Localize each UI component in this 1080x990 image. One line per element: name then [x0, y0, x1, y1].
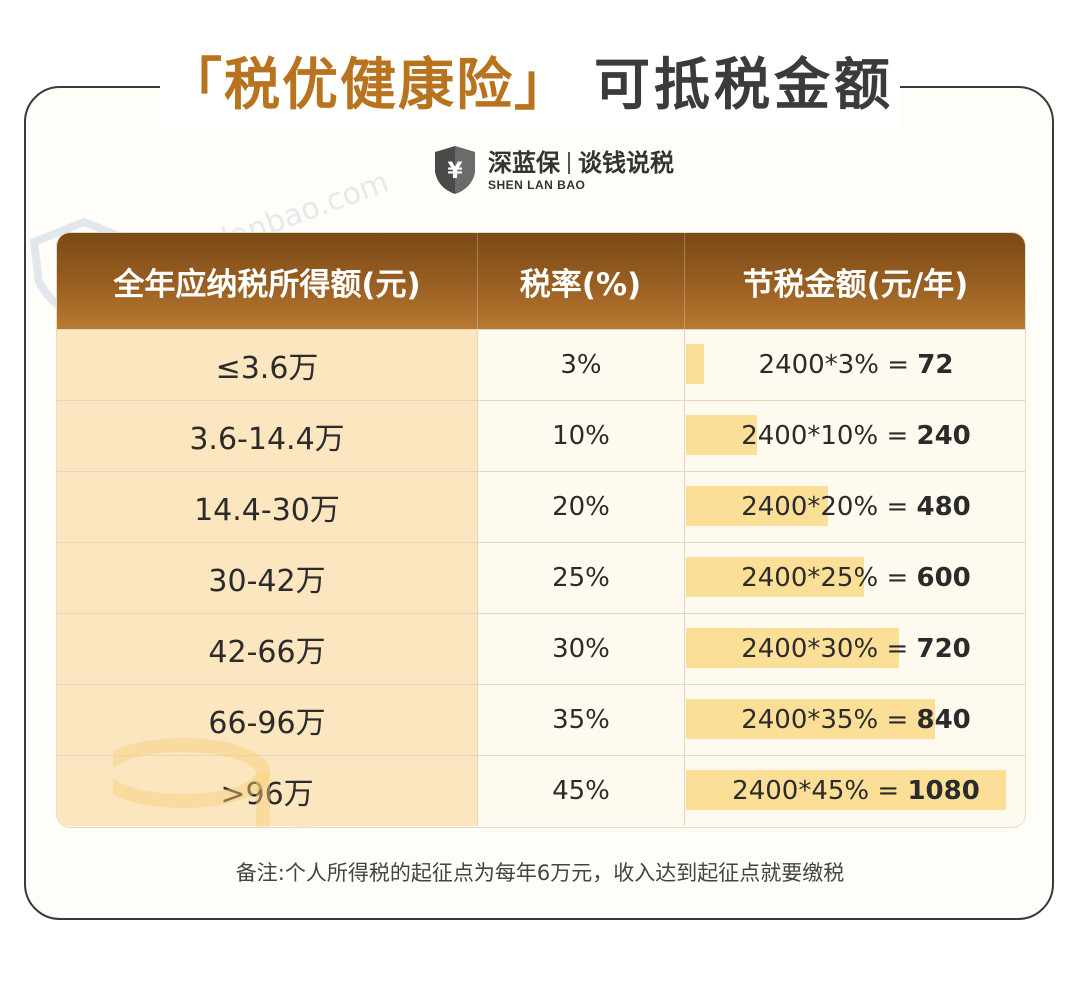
- saving-bar: [686, 344, 704, 384]
- saving-amount: 720: [916, 634, 971, 664]
- saving-calculation: 2400*25% =: [741, 563, 917, 593]
- saving-formula: 2400*10% = 240: [741, 421, 971, 451]
- saving-formula: 2400*3% = 72: [759, 350, 954, 380]
- saving-formula: 2400*30% = 720: [741, 634, 971, 664]
- saving-formula: 2400*25% = 600: [741, 563, 971, 593]
- brand-english: SHEN LAN BAO: [488, 178, 586, 192]
- tax-saving-cell: 2400*35% = 840: [684, 685, 1025, 755]
- tax-rate-cell: 30%: [477, 614, 684, 684]
- header-rate: 税率(%): [519, 266, 642, 303]
- saving-bar: [686, 415, 757, 455]
- income-bracket-cell: 3.6-14.4万: [57, 401, 477, 471]
- saving-amount: 480: [916, 492, 971, 522]
- table-row: 66-96万 35% 2400*35% = 840: [57, 684, 1025, 755]
- saving-bar: [686, 486, 828, 526]
- income-bracket-cell: >96万: [57, 756, 477, 826]
- saving-bar: [686, 699, 935, 739]
- table-row: 14.4-30万 20% 2400*20% = 480: [57, 471, 1025, 542]
- tax-rate-cell: 3%: [477, 330, 684, 400]
- brand-name: 深蓝保: [488, 149, 560, 177]
- income-bracket-cell: 42-66万: [57, 614, 477, 684]
- brand-slogan: 谈钱说税: [578, 149, 674, 177]
- saving-calculation: 2400*30% =: [741, 634, 917, 664]
- tax-saving-cell: 2400*10% = 240: [684, 401, 1025, 471]
- yen-shield-icon: ¥: [435, 146, 475, 194]
- income-bracket-cell: 14.4-30万: [57, 472, 477, 542]
- income-bracket-cell: 30-42万: [57, 543, 477, 613]
- tax-rate-cell: 45%: [477, 756, 684, 826]
- table-row: ≤3.6万 3% 2400*3% = 72: [57, 329, 1025, 400]
- saving-amount: 72: [917, 350, 954, 380]
- footnote: 备注:个人所得税的起征点为每年6万元，收入达到起征点就要缴税: [235, 861, 845, 885]
- header-divider: [684, 233, 685, 329]
- table-header: 全年应纳税所得额(元) 税率(%) 节税金额(元/年): [57, 233, 1025, 329]
- title-highlight: 「税优健康险」: [166, 53, 572, 118]
- tax-table: 全年应纳税所得额(元) 税率(%) 节税金额(元/年) ≤3.6万 3% 2400*…: [56, 232, 1026, 828]
- page-title: 「税优健康险」 可抵税金额: [160, 44, 900, 128]
- saving-calculation: 2400*45% =: [732, 776, 908, 806]
- tax-saving-cell: 2400*20% = 480: [684, 472, 1025, 542]
- saving-formula: 2400*20% = 480: [741, 492, 971, 522]
- saving-formula: 2400*45% = 1080: [732, 776, 980, 806]
- tax-saving-cell: 2400*45% = 1080: [684, 756, 1025, 826]
- tax-rate-cell: 10%: [477, 401, 684, 471]
- tax-saving-cell: 2400*25% = 600: [684, 543, 1025, 613]
- tax-rate-cell: 20%: [477, 472, 684, 542]
- title-main: 可抵税金额: [594, 53, 894, 118]
- saving-formula: 2400*35% = 840: [741, 705, 971, 735]
- brand-divider: [568, 152, 570, 174]
- saving-calculation: 2400*20% =: [741, 492, 917, 522]
- header-income: 全年应纳税所得额(元): [113, 266, 421, 303]
- saving-calculation: 2400*10% =: [741, 421, 917, 451]
- header-divider: [477, 233, 478, 329]
- saving-bar: [686, 770, 1006, 810]
- saving-amount: 1080: [907, 776, 980, 806]
- income-bracket-cell: ≤3.6万: [57, 330, 477, 400]
- saving-amount: 840: [916, 705, 971, 735]
- svg-text:¥: ¥: [447, 159, 463, 184]
- saving-bar: [686, 628, 899, 668]
- header-saving: 节税金额(元/年): [742, 266, 969, 303]
- table-row: 30-42万 25% 2400*25% = 600: [57, 542, 1025, 613]
- table-row: 3.6-14.4万 10% 2400*10% = 240: [57, 400, 1025, 471]
- tax-saving-cell: 2400*3% = 72: [684, 330, 1025, 400]
- tax-rate-cell: 25%: [477, 543, 684, 613]
- saving-amount: 240: [916, 421, 971, 451]
- tax-rate-cell: 35%: [477, 685, 684, 755]
- saving-calculation: 2400*35% =: [741, 705, 917, 735]
- table-row: 42-66万 30% 2400*30% = 720: [57, 613, 1025, 684]
- saving-bar: [686, 557, 864, 597]
- brand-logo: ¥ 深蓝保 谈钱说税 SHEN LAN BAO: [432, 142, 674, 198]
- tax-saving-cell: 2400*30% = 720: [684, 614, 1025, 684]
- saving-calculation: 2400*3% =: [758, 350, 918, 380]
- income-bracket-cell: 66-96万: [57, 685, 477, 755]
- saving-amount: 600: [916, 563, 971, 593]
- table-row: >96万 45% 2400*45% = 1080: [57, 755, 1025, 826]
